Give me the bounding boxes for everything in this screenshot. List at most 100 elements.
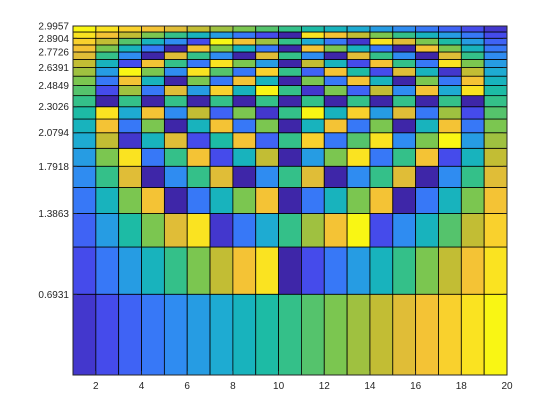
heatmap-cell (323, 106, 348, 120)
heatmap-cell (255, 59, 279, 68)
heatmap-cell (163, 165, 188, 188)
heatmap-cell (415, 213, 439, 248)
heatmap-cell (209, 132, 234, 149)
heatmap-cell (301, 118, 325, 134)
heatmap-cell (72, 37, 97, 46)
heatmap-cell (415, 44, 439, 53)
heatmap-cell (95, 25, 120, 33)
heatmap-cell (301, 293, 325, 376)
heatmap-cell (460, 67, 485, 77)
heatmap-cell (346, 44, 371, 53)
heatmap-cell (163, 95, 188, 108)
heatmap-cell (278, 213, 302, 248)
heatmap-cell (141, 59, 165, 68)
heatmap-cell (392, 118, 417, 134)
heatmap-cell (415, 75, 439, 86)
heatmap-cell (415, 187, 439, 214)
heatmap-cell (369, 25, 394, 33)
heatmap-cell (118, 31, 142, 39)
heatmap-cell (72, 187, 97, 214)
heatmap-cell (95, 132, 120, 149)
heatmap-cell (460, 165, 485, 188)
heatmap-cell (209, 246, 234, 295)
heatmap-cell (483, 37, 508, 46)
x-tick-label: 2 (93, 381, 99, 392)
heatmap-cell (118, 44, 142, 53)
heatmap-cell (72, 44, 97, 53)
heatmap-cell (460, 106, 485, 120)
heatmap-cell (255, 95, 279, 108)
heatmap-cell (323, 59, 348, 68)
heatmap-cell (186, 85, 211, 97)
heatmap-cell (392, 59, 417, 68)
plot-frame (72, 25, 508, 376)
x-tick-label: 10 (273, 381, 285, 392)
heatmap-cell (95, 147, 120, 167)
y-tick-label: 2.3026 (38, 102, 69, 113)
heatmap-cell (72, 51, 97, 60)
heatmap-cell (118, 51, 142, 60)
heatmap-cell (118, 118, 142, 134)
heatmap-cell (163, 293, 188, 376)
heatmap-cell (186, 95, 211, 108)
heatmap-cell (163, 246, 188, 295)
heatmap-cell (278, 67, 302, 77)
heatmap-cell (415, 25, 439, 33)
heatmap-cell (255, 25, 279, 33)
heatmap-cell (163, 25, 188, 33)
heatmap-cell (392, 165, 417, 188)
heatmap-cell (323, 187, 348, 214)
heatmap-cell (438, 293, 462, 376)
heatmap-cell (72, 67, 97, 77)
heatmap-cell (369, 147, 394, 167)
heatmap-cell (141, 187, 165, 214)
heatmap-cell (483, 213, 508, 248)
heatmap-cell (323, 25, 348, 33)
heatmap-cell (72, 85, 97, 97)
x-axis: 2 4 6 8 10 12 14 16 18 20 (93, 26, 513, 392)
heatmap-cell (118, 106, 142, 120)
heatmap-cell (323, 37, 348, 46)
heatmap-cell (346, 147, 371, 167)
heatmap-cell (323, 51, 348, 60)
heatmap-cell (118, 132, 142, 149)
heatmap-cell (209, 165, 234, 188)
heatmap-cell (415, 67, 439, 77)
heatmap-cell (255, 165, 279, 188)
heatmap-cell (209, 293, 234, 376)
heatmap-cell (392, 31, 417, 39)
x-tick-label: 16 (410, 381, 422, 392)
heatmap-cell (392, 44, 417, 53)
x-tick-label: 8 (230, 381, 236, 392)
heatmap-cell (483, 106, 508, 120)
heatmap-cell (72, 106, 97, 120)
heatmap-cell (141, 147, 165, 167)
heatmap-cell (301, 44, 325, 53)
heatmap-cell (278, 106, 302, 120)
heatmap-cell (346, 95, 371, 108)
heatmap-cell (483, 67, 508, 77)
y-tick-label: 2.9957 (38, 22, 69, 33)
heatmap-cell (95, 85, 120, 97)
heatmap-cell (483, 165, 508, 188)
heatmap-cell (301, 95, 325, 108)
heatmap-cell (323, 44, 348, 53)
heatmap-cell (438, 165, 462, 188)
heatmap-cell (392, 213, 417, 248)
heatmap-cell (95, 118, 120, 134)
heatmap-cell (232, 51, 257, 60)
heatmap-cell (72, 75, 97, 86)
heatmap-cell (323, 31, 348, 39)
heatmap-cell (278, 187, 302, 214)
y-axis: 0.6931 1.3863 1.7918 2.0794 2.3026 2.4849 2.63… (38, 22, 507, 301)
heatmap-cell (141, 165, 165, 188)
heatmap-cell (141, 293, 165, 376)
heatmap-cell (346, 187, 371, 214)
heatmap-cell (163, 187, 188, 214)
heatmap-cell (255, 37, 279, 46)
heatmap-cell (438, 187, 462, 214)
heatmap-cell (209, 106, 234, 120)
heatmap-cell (232, 44, 257, 53)
heatmap-cell (163, 106, 188, 120)
heatmap-cell (163, 67, 188, 77)
